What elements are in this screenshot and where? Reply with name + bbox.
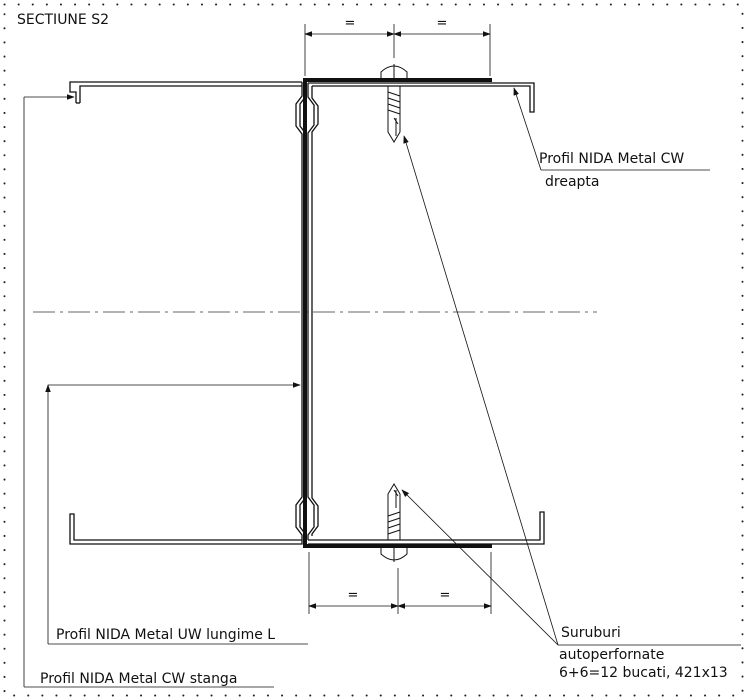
- dimension-bottom-mark-right: =: [440, 588, 451, 603]
- dimension-top: [304, 24, 491, 76]
- dimension-top-mark-left: =: [345, 16, 356, 31]
- uw-profile: [303, 78, 492, 548]
- leader-cw-left: [23, 94, 274, 688]
- screw-bottom: [380, 483, 408, 562]
- label-screws-line3: 6+6=12 bucati, 421x13: [559, 665, 728, 681]
- cw-profile-left: [69, 81, 307, 545]
- leader-uw: [45, 382, 308, 645]
- label-screws-line1: Suruburi: [561, 625, 621, 641]
- label-screws-line2: autoperfornate: [559, 647, 664, 663]
- cw-profile-right: [307, 82, 545, 545]
- dimension-bottom-mark-left: =: [348, 588, 359, 603]
- section-title: SECTIUNE S2: [17, 12, 109, 28]
- leader-cw-right: [513, 87, 710, 171]
- dimension-top-mark-right: =: [437, 16, 448, 31]
- leader-screws: [401, 135, 741, 646]
- sheet-border: [3, 3, 744, 697]
- label-cw-right-line1: Profil NIDA Metal CW: [539, 151, 684, 167]
- label-cw-left: Profil NIDA Metal CW stanga: [40, 671, 237, 687]
- dimension-bottom: [308, 552, 492, 614]
- screw-top: [380, 64, 408, 143]
- label-cw-right-line2: dreapta: [545, 174, 599, 190]
- label-uw: Profil NIDA Metal UW lungime L: [56, 627, 275, 643]
